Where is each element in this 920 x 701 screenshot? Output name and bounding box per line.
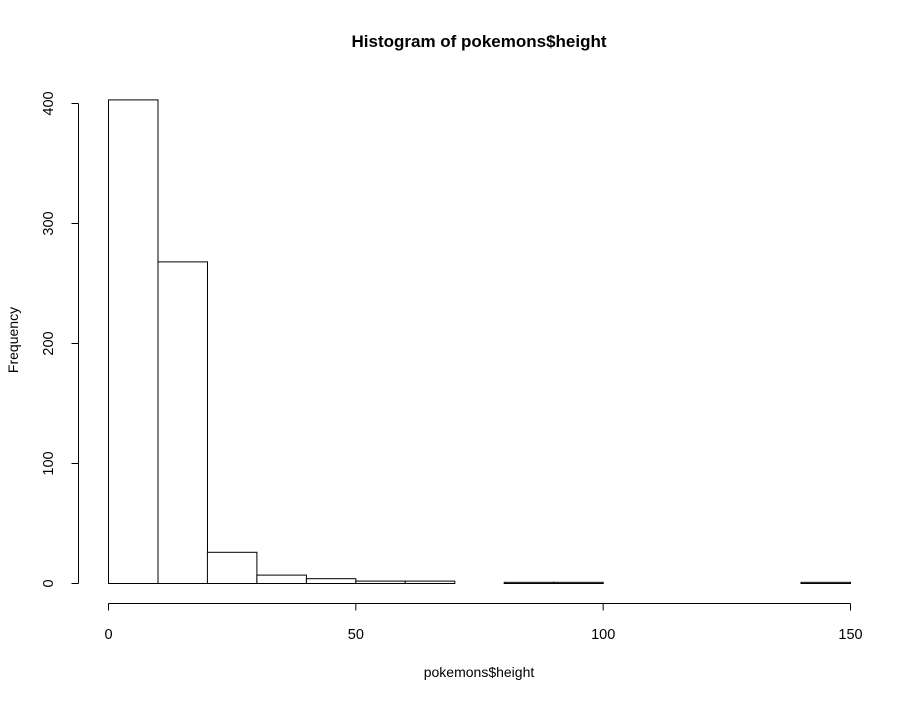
histogram-bar xyxy=(256,574,307,584)
x-axis: 0 50 100 150 xyxy=(104,603,863,643)
histogram-bar xyxy=(800,581,851,584)
chart-title: Histogram of pokemons$height xyxy=(351,32,606,51)
x-axis-label: pokemons$height xyxy=(424,664,535,680)
x-tick-label: 150 xyxy=(838,627,862,643)
histogram-bar xyxy=(553,581,604,584)
y-tick-label: 400 xyxy=(41,91,57,115)
histogram-bar xyxy=(157,261,208,584)
y-tick-label: 200 xyxy=(41,331,57,355)
x-tick-label: 100 xyxy=(591,627,615,643)
x-ticks: 0 50 100 150 xyxy=(104,603,863,643)
y-tick-label: 0 xyxy=(41,579,57,587)
y-tick-label: 100 xyxy=(41,451,57,475)
histogram-bar xyxy=(305,578,357,585)
x-tick-label: 0 xyxy=(104,627,112,643)
y-axis-label: Frequency xyxy=(5,307,21,373)
bars-group xyxy=(108,99,851,585)
y-axis: 0 100 200 300 400 xyxy=(41,91,79,588)
histogram-bar xyxy=(108,99,159,585)
y-tick-label: 300 xyxy=(41,211,57,235)
histogram-bar xyxy=(355,580,406,584)
y-ticks: 0 100 200 300 400 xyxy=(41,91,79,588)
histogram-bar xyxy=(206,551,258,584)
x-tick-label: 50 xyxy=(348,627,364,643)
histogram-bar xyxy=(404,580,456,584)
histogram-bar xyxy=(503,581,555,584)
